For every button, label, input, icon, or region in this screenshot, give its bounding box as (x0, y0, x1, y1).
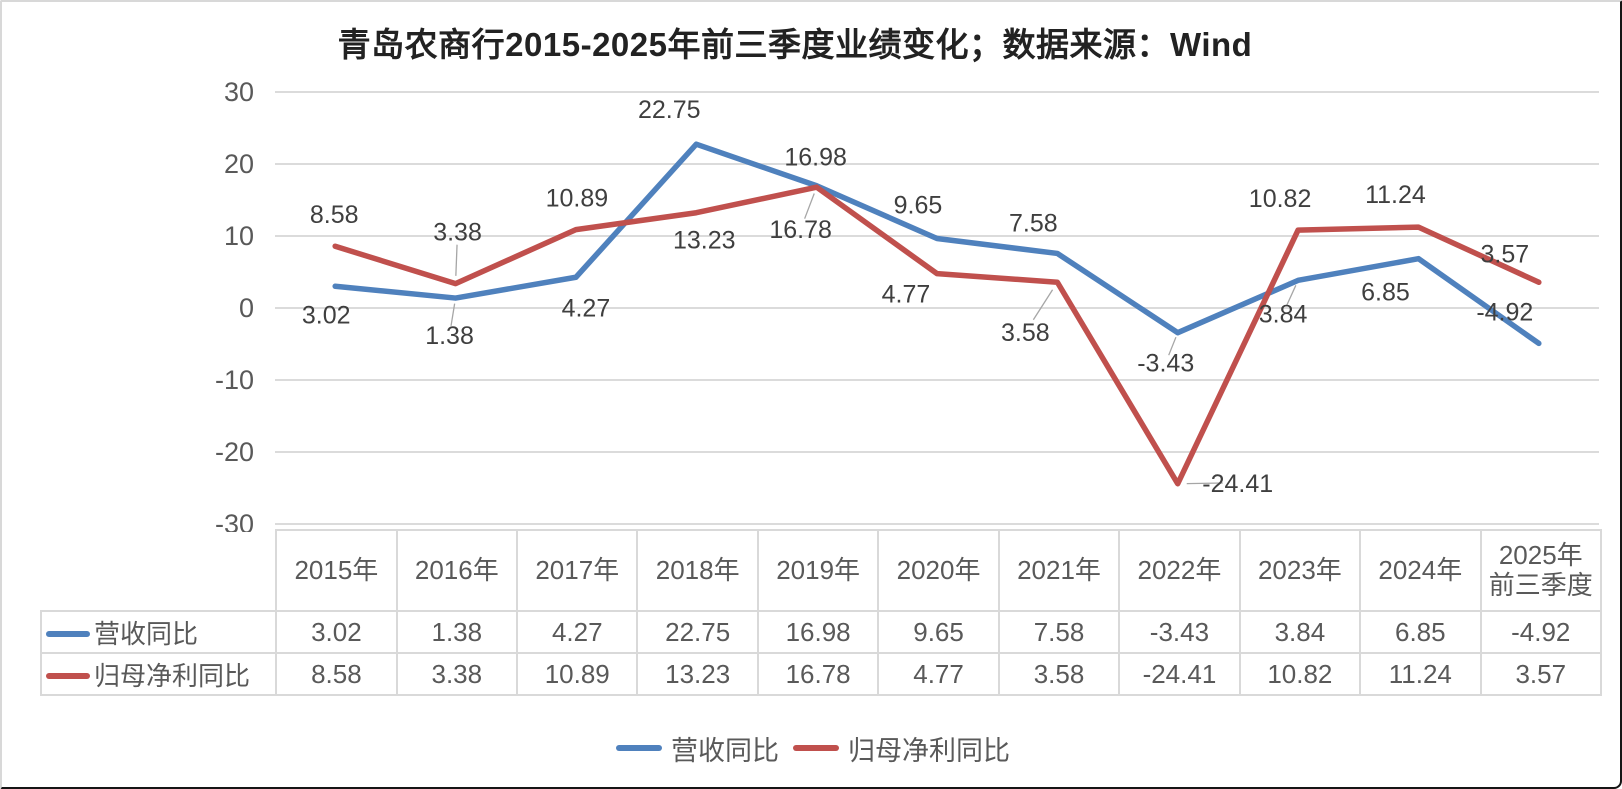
y-axis-tick-label: 20 (224, 149, 254, 179)
line-chart: 30 20 10 0 -10 -20 -30 3.02 1.38 4.27 22.75 16.98 9.… (215, 77, 1599, 532)
chart-title: 青岛农商行2015-2025年前三季度业绩变化；数据来源：Wind (337, 26, 1253, 63)
data-label: -24.41 (1202, 470, 1273, 498)
data-label: 3.58 (1001, 319, 1050, 347)
series-line-revenue (332, 141, 1542, 347)
data-label: -4.92 (1476, 298, 1533, 326)
label-leader-line (455, 244, 458, 276)
data-label: 7.58 (1009, 209, 1058, 237)
y-axis-tick-label: -20 (215, 437, 254, 467)
table-cell: 8.58 (275, 652, 398, 696)
label-leader-line (1286, 285, 1297, 306)
table-cell: 3.84 (1238, 610, 1362, 654)
series-line-net-profit (332, 184, 1542, 487)
table-cell: 10.89 (516, 652, 639, 696)
table-cell: 22.75 (636, 610, 759, 654)
data-label: 11.24 (1365, 181, 1426, 209)
y-axis-tick-label: 30 (224, 77, 254, 107)
table-cell: 3.02 (275, 610, 398, 654)
legend-label: 归母净利同比 (848, 735, 1010, 766)
table-cell: -24.41 (1118, 652, 1241, 696)
table-header-cell: 2019年 (756, 529, 880, 612)
label-leader-line (1032, 289, 1054, 321)
legend-line-icon (793, 745, 839, 751)
table-header-cell: 2021年 (997, 529, 1121, 612)
label-leader-line (450, 303, 456, 326)
legend-item: 营收同比 (616, 729, 779, 768)
y-axis-tick-label: -10 (215, 365, 254, 395)
table-header-cell: 2015年 (275, 529, 398, 612)
table-cell: 7.58 (997, 610, 1121, 654)
table-cell: 6.85 (1359, 610, 1482, 654)
table-header-cell: 2020年 (877, 529, 1000, 612)
series-name-label: 归母净利同比 (94, 660, 251, 691)
data-label: 3.02 (302, 301, 351, 329)
legend-label: 营收同比 (671, 735, 779, 766)
table-cell: 1.38 (395, 610, 519, 654)
series-swatch-icon (46, 630, 90, 637)
data-label: 16.78 (769, 216, 832, 244)
label-leader-line (804, 193, 815, 219)
table-row: 归母净利同比 8.58 3.38 10.89 13.23 16.78 4.77 3.58 -24… (39, 652, 1603, 696)
y-axis-tick-label: 10 (224, 221, 254, 251)
table-cell: -4.92 (1479, 610, 1603, 654)
table-row: 营收同比 3.02 1.38 4.27 22.75 16.98 9.65 7.58 -3.43 3… (39, 610, 1603, 654)
data-label: 1.38 (425, 322, 474, 350)
table-header-cell: 2025年 前三季度 (1479, 529, 1603, 612)
data-label: 10.82 (1249, 185, 1312, 213)
chart-data-table: 2015年 2016年 2017年 2018年 2019年 2020年 2021年 2022年… (39, 529, 1603, 696)
data-label: 13.23 (673, 227, 736, 255)
table-cell: 9.65 (877, 610, 1000, 654)
series-name-label: 营收同比 (94, 618, 199, 649)
table-header-cell: 2022年 (1118, 529, 1241, 612)
table-cell: 3.38 (395, 652, 519, 696)
table-cell: 16.78 (756, 652, 880, 696)
legend-line-icon (616, 745, 662, 751)
data-label: -3.43 (1137, 350, 1194, 378)
table-cell: 4.27 (516, 610, 639, 654)
legend-item: 归母净利同比 (793, 729, 1010, 768)
table-header-cell: 2023年 (1238, 529, 1362, 612)
table-header-row: 2015年 2016年 2017年 2018年 2019年 2020年 2021年 2022年… (41, 529, 1603, 612)
table-cell: 13.23 (636, 652, 759, 696)
data-label: 22.75 (638, 96, 701, 124)
data-label: 3.84 (1259, 300, 1308, 328)
data-label: 9.65 (894, 192, 943, 220)
table-cell: -3.43 (1118, 610, 1241, 654)
data-label: 6.85 (1361, 279, 1410, 307)
data-label: 4.27 (562, 294, 611, 322)
label-leader-line (1186, 482, 1223, 485)
series-swatch-icon (46, 672, 90, 679)
data-label: 3.38 (433, 219, 482, 247)
table-cell: 10.82 (1238, 652, 1362, 696)
table-header-cell: 2024年 (1359, 529, 1482, 612)
data-label: 10.89 (546, 185, 609, 213)
table-cell: 3.58 (997, 652, 1121, 696)
table-header-cell: 2016年 (395, 529, 519, 612)
table-header-cell: 2017年 (516, 529, 639, 612)
data-label: 3.57 (1480, 240, 1529, 268)
table-row-header: 营收同比 (39, 610, 278, 654)
data-label: 8.58 (310, 201, 359, 229)
table-row-header: 归母净利同比 (39, 652, 278, 696)
table-cell: 16.98 (756, 610, 880, 654)
data-label: 16.98 (784, 144, 847, 172)
label-leader-line (1168, 336, 1177, 356)
table-cell: 3.57 (1479, 652, 1603, 696)
data-label: 4.77 (882, 281, 931, 309)
y-axis-tick-label: -30 (215, 509, 254, 532)
chart-legend: 营收同比 归母净利同比 (2, 729, 1620, 768)
table-corner-cell (41, 530, 276, 611)
table-header-cell: 2018年 (636, 529, 759, 612)
table-cell: 11.24 (1359, 652, 1482, 696)
y-axis-tick-label: 0 (239, 293, 254, 323)
table-cell: 4.77 (877, 652, 1000, 696)
